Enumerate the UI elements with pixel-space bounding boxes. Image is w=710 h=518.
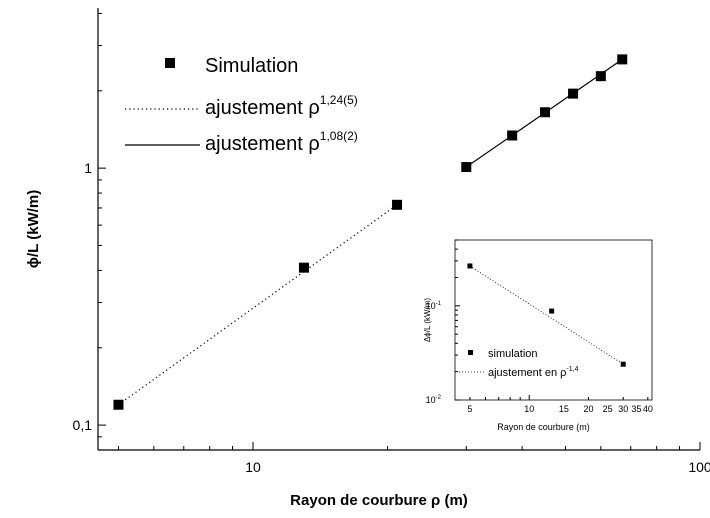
data-point xyxy=(617,54,628,65)
inset-x-tick-label: 5 xyxy=(467,404,472,414)
inset-data-point xyxy=(620,361,626,367)
legend-label-fit-2: ajustement ρ1,08(2) xyxy=(205,129,358,155)
inset-x-tick-label: 20 xyxy=(584,404,594,414)
x-tick-label: 100 xyxy=(688,459,710,475)
inset-y-tick-label: 10-1 xyxy=(426,301,442,311)
inset-x-tick-label: 15 xyxy=(559,404,569,414)
legend-label-simulation: Simulation xyxy=(205,55,298,77)
inset-y-tick-label: 10-2 xyxy=(426,395,442,405)
main-plot: 10 100 0,1 1 Rayon de courbure ρ (m) ϕ/L (kW/… xyxy=(25,8,710,509)
inset-legend-marker xyxy=(468,350,473,355)
data-point xyxy=(568,88,579,99)
inset-legend-label-simulation: simulation xyxy=(488,348,538,360)
legend-marker-simulation xyxy=(165,58,175,68)
x-axis-label: Rayon de courbure ρ (m) xyxy=(290,492,468,509)
inset-x-axis-label: Rayon de courbure (m) xyxy=(497,422,590,432)
fit-line-1 xyxy=(118,204,398,406)
data-point xyxy=(392,199,403,210)
y-tick-label: 0,1 xyxy=(73,417,93,433)
x-tick-label: 10 xyxy=(245,459,261,475)
inset-legend: simulation ajustement en ρ-1,4 xyxy=(459,348,579,379)
inset-x-tick-label: 40 xyxy=(643,404,653,414)
data-point xyxy=(507,130,518,141)
inset-x-tick-label: 25 xyxy=(603,404,613,414)
data-point xyxy=(298,262,309,273)
y-tick-label: 1 xyxy=(84,160,92,176)
data-point xyxy=(113,399,124,410)
inset-fit-line xyxy=(469,265,624,365)
inset-x-tick-label: 10 xyxy=(524,404,534,414)
inset-data-point xyxy=(549,308,555,314)
data-point xyxy=(595,71,606,82)
y-axis-label: ϕ/L (kW/m) xyxy=(25,190,42,268)
legend-label-fit-1: ajustement ρ1,24(5) xyxy=(205,93,358,119)
inset-data-point xyxy=(467,263,473,269)
inset-x-tick-label: 30 xyxy=(618,404,628,414)
inset-legend-label-fit: ajustement en ρ-1,4 xyxy=(488,366,579,379)
legend: Simulation ajustement ρ1,24(5) ajustement … xyxy=(125,55,358,155)
inset-x-tick-label: 35 xyxy=(631,404,641,414)
data-point xyxy=(461,162,472,173)
inset-plot: 5 10 15 20 25 30 35 40 10-2 10-1 Rayon de courbure… xyxy=(423,239,653,432)
inset-y-axis-label: Δϕ/L (kW/m) xyxy=(423,298,432,343)
data-point xyxy=(539,107,550,118)
